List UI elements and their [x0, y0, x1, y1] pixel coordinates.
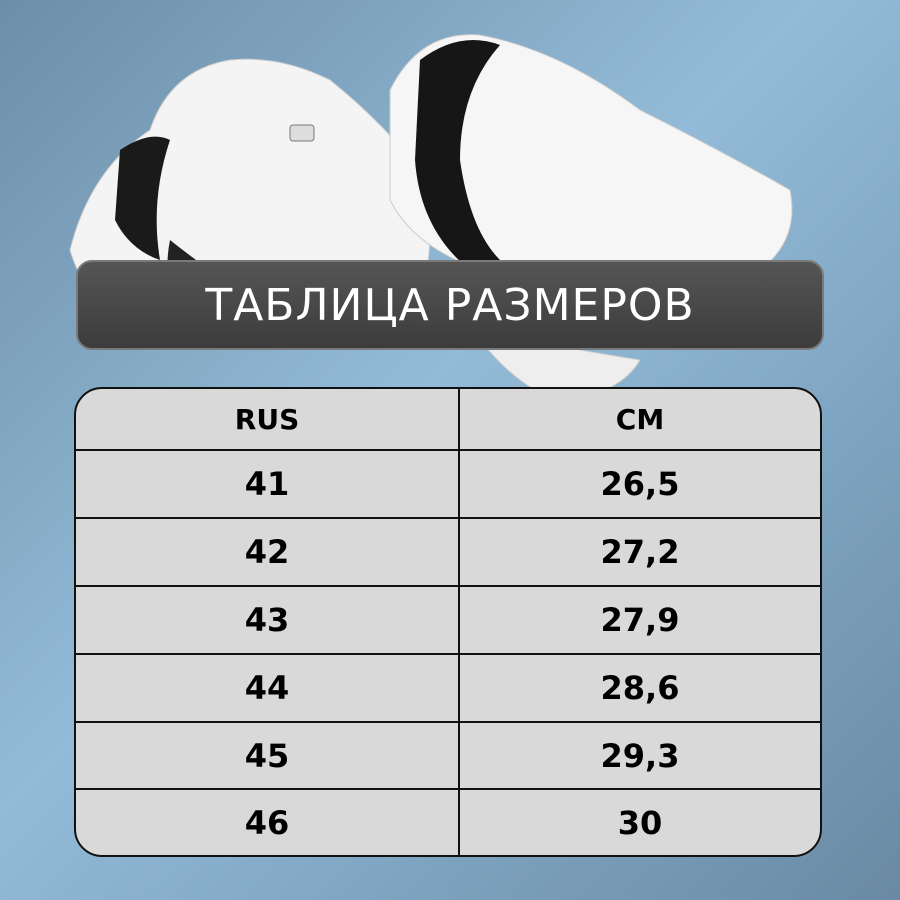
size-table: RUS CM 41 26,5 42 27,2 43 27,9 44 28,6 45 29,… [74, 387, 822, 857]
rus-size: 41 [76, 451, 460, 519]
table-row: 41 26,5 [76, 451, 820, 519]
page-title: ТАБЛИЦА РАЗМЕРОВ [205, 279, 695, 331]
rus-size: 44 [76, 654, 460, 723]
rus-size: 43 [76, 586, 460, 655]
table-row: 44 28,6 [76, 654, 820, 723]
table-row: 46 30 [76, 790, 820, 855]
right-sneaker [389, 34, 793, 401]
table-row: 43 27,9 [76, 586, 820, 655]
cm-size: 27,9 [460, 587, 820, 655]
rus-size: 42 [76, 518, 460, 587]
cm-size: 30 [617, 803, 663, 842]
cm-size: 28,6 [460, 655, 820, 723]
cm-size: 27,2 [460, 519, 820, 587]
cm-size: 29,3 [460, 723, 820, 791]
rus-size: 46 [76, 790, 460, 855]
table-row: 45 29,3 [76, 722, 820, 791]
column-header-rus: RUS [76, 389, 460, 451]
title-banner: ТАБЛИЦА РАЗМЕРОВ [76, 260, 824, 350]
table-header-row: RUS CM [76, 389, 820, 451]
column-header-cm: CM [460, 389, 820, 451]
rus-size: 45 [76, 722, 460, 791]
table-row: 42 27,2 [76, 518, 820, 587]
cm-size: 26,5 [460, 451, 820, 519]
sneakers-image [69, 34, 793, 401]
